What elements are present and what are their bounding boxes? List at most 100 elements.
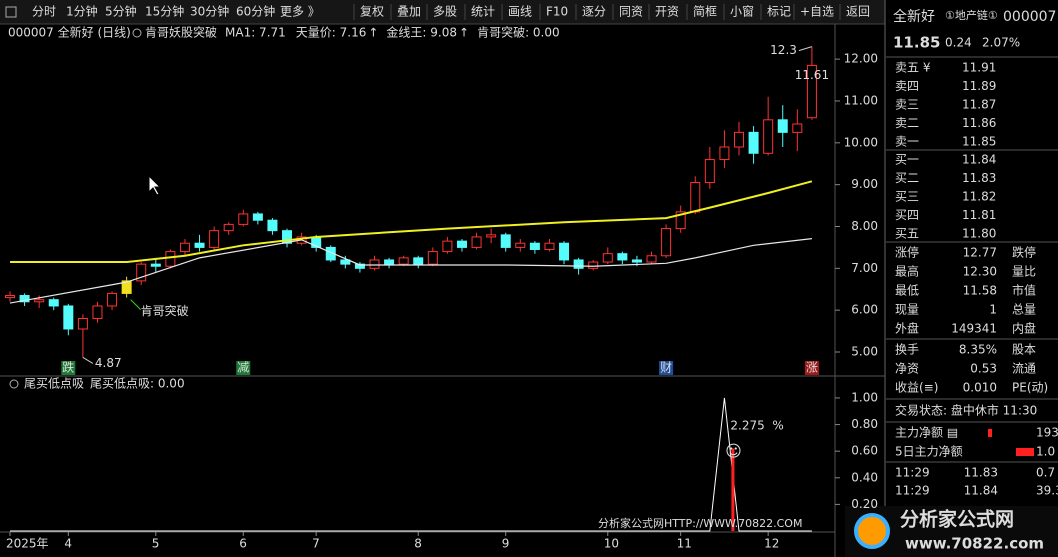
candle-body [806,64,817,119]
stat-value: 149341 [951,322,997,336]
menu-icon[interactable] [5,6,17,18]
period-tab[interactable]: 15分钟 [145,4,184,19]
stat-label: PE(动) [1012,381,1048,395]
x-tick-label: 5 [152,537,160,551]
logo-name: 分析家公式网 [900,508,1014,531]
flow-bar [1016,448,1034,456]
toolbar-button[interactable]: 复权 [360,5,384,19]
order-price: 11.82 [962,190,996,204]
flow-bar [988,429,992,437]
indicator-title: 尾买低点吸 [24,377,84,391]
stat-label: 股本 [1012,343,1036,357]
legend-entry: 金线王: 9.08 [386,25,457,40]
price: 11.85 [893,34,940,52]
y-tick-label: 0.60 [851,444,878,458]
toolbar-button[interactable]: F10 [546,5,568,19]
candle-body [777,119,788,133]
low-label: 4.87 [95,356,122,370]
period-tab[interactable]: 分时 [32,5,56,19]
flow-label: 5日主力净额 [895,445,963,459]
breakout-label: 肯哥突破 [141,303,189,318]
candle-body [617,253,628,261]
x-tick-label: 6 [239,537,247,551]
high-label: 12.3 [770,43,797,57]
legend-arrow: ↑ [368,26,378,40]
toolbar-button[interactable]: 简框 [693,5,717,19]
toolbar-button[interactable]: 开资 [655,5,679,19]
candle-body [5,295,15,299]
x-tick-label: 10 [604,537,619,551]
trade-price: 11.83 [964,466,998,480]
toolbar-button[interactable]: 返回 [846,5,870,19]
stat-label: 市值 [1012,283,1036,298]
candle-body [267,219,278,232]
flow-value: 193 [1036,426,1058,440]
more-button[interactable]: 更多 》 [280,5,320,19]
order-label: 买五 [895,227,919,241]
toolbar-button[interactable]: 标记 [767,5,791,19]
stat-label: 涨停 [895,245,919,260]
stock-sector: ①地产链① [945,8,998,22]
stat-value: 0.010 [963,381,997,395]
toolbar-button[interactable]: 逐分 [582,5,606,19]
order-price: 11.85 [962,135,996,149]
x-tick-label: 9 [502,537,510,551]
order-label: 买四 [895,208,919,222]
period-tab[interactable]: 60分钟 [236,4,275,19]
candle-body [631,259,642,263]
order-label: 卖四 [895,79,919,93]
y-tick-label: 0.80 [851,417,878,431]
period-tab[interactable]: 1分钟 [66,4,98,19]
candle-body [456,240,467,248]
candle-body [748,131,759,154]
period-tab[interactable]: 30分钟 [190,4,229,19]
candle-body [398,257,409,265]
candle-body [223,223,234,232]
toolbar-button[interactable]: 叠加 [397,5,421,19]
candle-body [340,259,351,265]
trade-volume: 39.37 [1036,484,1058,498]
y-tick-label: 1.00 [851,390,878,404]
candle-body [763,119,774,154]
candle-body [471,236,482,248]
stat-label: 外盘 [895,321,919,336]
y-tick-label: 12.00 [844,52,878,66]
y-tick-label: 11.00 [844,93,878,107]
toolbar-button[interactable]: 同资 [619,5,643,19]
signal-badge [659,361,674,375]
x-tick-label: 11 [677,537,692,551]
toolbar-button[interactable]: 画线 [508,5,532,19]
order-label: 卖三 [895,98,919,112]
stat-label: 最低 [895,284,919,298]
quote-panel: 全新好 ①地产链① 000007 11.85 0.24 2.07% 卖五 ¥ 11.91 卖四 1… [845,8,1058,557]
candle-body [442,240,453,253]
stat-label: 最高 [895,264,919,279]
signal-label: 财 [660,361,672,375]
candle-body [136,263,147,282]
order-label: 买二 [895,171,919,185]
trade-time: 11:29 [895,466,930,480]
logo-url: www.70822.com [905,535,1044,553]
signal-badge [804,361,819,375]
stat-value: 11.58 [963,284,997,298]
candle-body [354,263,365,269]
candle-body [704,159,715,184]
x-tick-label: 12 [764,537,779,551]
toolbar-button[interactable]: 小窗 [730,5,754,19]
candle-body [690,182,701,213]
toolbar-button[interactable]: 统计 [471,5,495,19]
candle-body [150,263,161,267]
candle-body [792,123,803,133]
candle-body [529,242,540,250]
y-tick-label: 0.40 [851,470,878,484]
candle-body [719,146,730,161]
order-price: 11.81 [962,208,996,222]
stat-label: 现量 [895,303,919,317]
candle-body [500,234,511,248]
y-tick-label: 5.00 [851,344,878,358]
toolbar-button[interactable]: +自选 [800,5,834,19]
toolbar-button[interactable]: 多股 [433,5,457,19]
period-tab[interactable]: 5分钟 [105,4,137,19]
